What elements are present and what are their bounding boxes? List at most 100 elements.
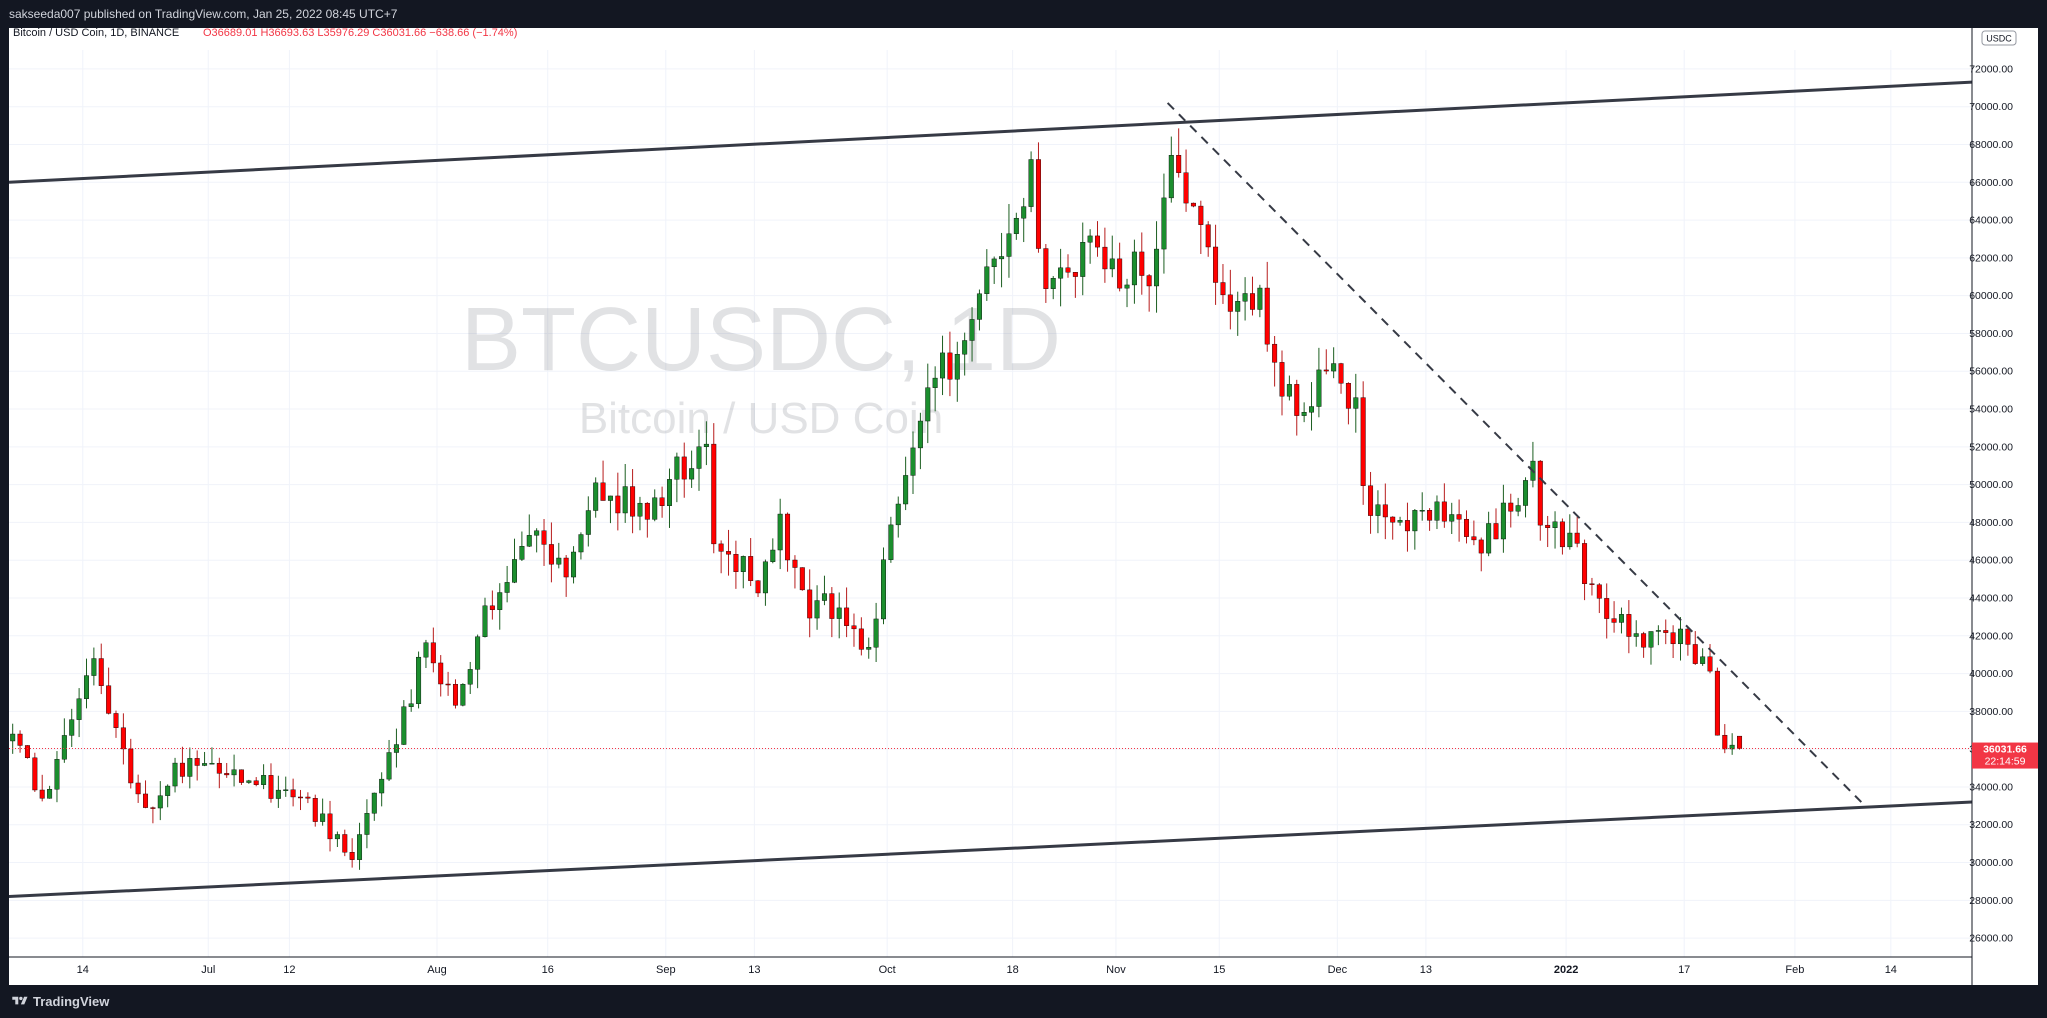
candle-body (615, 495, 621, 514)
candle-body (1618, 614, 1624, 623)
x-tick-label: Aug (427, 964, 447, 976)
y-tick-label: 32000.00 (1969, 819, 2013, 831)
candle-body (54, 759, 60, 790)
candle-body (224, 773, 230, 776)
candle-body (571, 551, 577, 578)
candle-body (1117, 258, 1123, 289)
candle-body (1264, 287, 1270, 345)
candle-body (1559, 521, 1565, 548)
watermark-symbol: BTCUSDC, 1D (461, 290, 1061, 390)
candle-body (1368, 485, 1374, 516)
candle-body (689, 468, 695, 480)
candle-body (1205, 224, 1211, 248)
last-price-value: 36031.66 (1983, 744, 2027, 756)
channel-trendline[interactable] (9, 80, 1973, 184)
footer-brand[interactable]: TradingView (33, 994, 110, 1009)
candle-body (275, 789, 281, 799)
candle-body (1500, 502, 1506, 540)
x-tick-label: 13 (748, 964, 760, 976)
legend-ohlc: O36689.01 H36693.63 L35976.29 C36031.66 … (203, 28, 517, 39)
candle-body (1235, 301, 1241, 312)
candle-body (497, 592, 503, 610)
candle-body (1449, 514, 1455, 522)
candle-body (659, 497, 665, 506)
candle-body (1441, 501, 1447, 522)
candle-body (910, 447, 916, 476)
candle-body (179, 762, 185, 777)
candle-body (844, 607, 850, 626)
candle-body (1080, 242, 1086, 277)
candle-body (512, 559, 517, 583)
candle-body (1139, 251, 1145, 276)
candle-body (165, 785, 171, 796)
candle-body (1124, 284, 1130, 289)
grid (9, 50, 1972, 957)
candle-body (534, 530, 540, 536)
candle-body (1493, 523, 1499, 540)
candle-body (1670, 632, 1676, 645)
candle-body (76, 698, 82, 720)
legend-symbol[interactable]: Bitcoin / USD Coin, 1D, BINANCE (13, 28, 179, 39)
candle-body (1058, 267, 1064, 279)
candle-body (1257, 287, 1263, 310)
candle-body (1065, 267, 1071, 273)
candle-body (858, 628, 864, 650)
drawings[interactable] (9, 80, 1973, 899)
watermark-description: Bitcoin / USD Coin (579, 394, 943, 443)
candle-body (1508, 502, 1514, 512)
y-tick-label: 48000.00 (1969, 517, 2013, 529)
candle-body (113, 713, 119, 728)
candle-body (1050, 278, 1056, 289)
y-tick-label: 42000.00 (1969, 630, 2013, 642)
candle-body (238, 769, 244, 783)
candle-body (593, 482, 599, 511)
candle-body (851, 625, 857, 630)
candle-body (1154, 248, 1160, 287)
price-chart[interactable]: BTCUSDC, 1D Bitcoin / USD Coin Bitcoin /… (9, 28, 2038, 985)
candle-body (1323, 369, 1329, 372)
candle-body (312, 798, 318, 822)
candle-body (298, 796, 303, 799)
dashed-resistance-trendline[interactable] (1166, 102, 1863, 803)
candle-body (61, 735, 67, 760)
candle-body (976, 293, 982, 320)
candle-body (932, 377, 938, 388)
candle-body (541, 530, 547, 545)
candle-body (364, 813, 370, 835)
currency-badge[interactable]: USDC (1981, 30, 2017, 46)
candle-body (600, 482, 606, 501)
watermark: BTCUSDC, 1D Bitcoin / USD Coin (461, 290, 1061, 443)
candle-body (320, 813, 326, 822)
candle-body (69, 719, 75, 736)
candle-body (120, 727, 126, 750)
candle-body (821, 593, 827, 601)
time-scale[interactable]: 14 Jul 12 Aug 16 Sep 13 Oct 18 Nov 15 Dec 13 2022 17 Fe… (77, 964, 1897, 976)
candle-body (1471, 536, 1477, 541)
candle-body (150, 807, 156, 809)
candle-body (726, 551, 732, 555)
candle-body (1360, 397, 1366, 486)
channel-trendline[interactable] (9, 800, 1973, 899)
bar-countdown: 22:14:59 (1985, 756, 2026, 768)
candle-body (489, 605, 495, 610)
price-scale[interactable]: 72000.00 70000.00 68000.00 66000.00 64000.00… (1969, 63, 2013, 944)
candle-body (1131, 251, 1137, 286)
candle-body (202, 763, 208, 766)
x-tick-label: Sep (656, 964, 676, 976)
candle-body (1309, 406, 1315, 413)
x-tick-label: Feb (1785, 964, 1804, 976)
candle-body (438, 662, 444, 685)
chart-pane[interactable]: BTCUSDC, 1D Bitcoin / USD Coin Bitcoin /… (9, 28, 2038, 985)
candle-body (1013, 217, 1019, 234)
candle-body (24, 745, 30, 759)
candle-body (1722, 734, 1728, 750)
x-tick-label: 17 (1678, 964, 1690, 976)
candle-body (969, 319, 975, 341)
x-tick-label: 12 (283, 964, 295, 976)
candle-body (467, 669, 473, 685)
candle-body (1382, 504, 1388, 518)
candle-body (1338, 363, 1344, 384)
candle-body (1087, 235, 1093, 243)
candle-body (1294, 384, 1300, 416)
tradingview-logo-icon[interactable] (10, 995, 30, 1007)
